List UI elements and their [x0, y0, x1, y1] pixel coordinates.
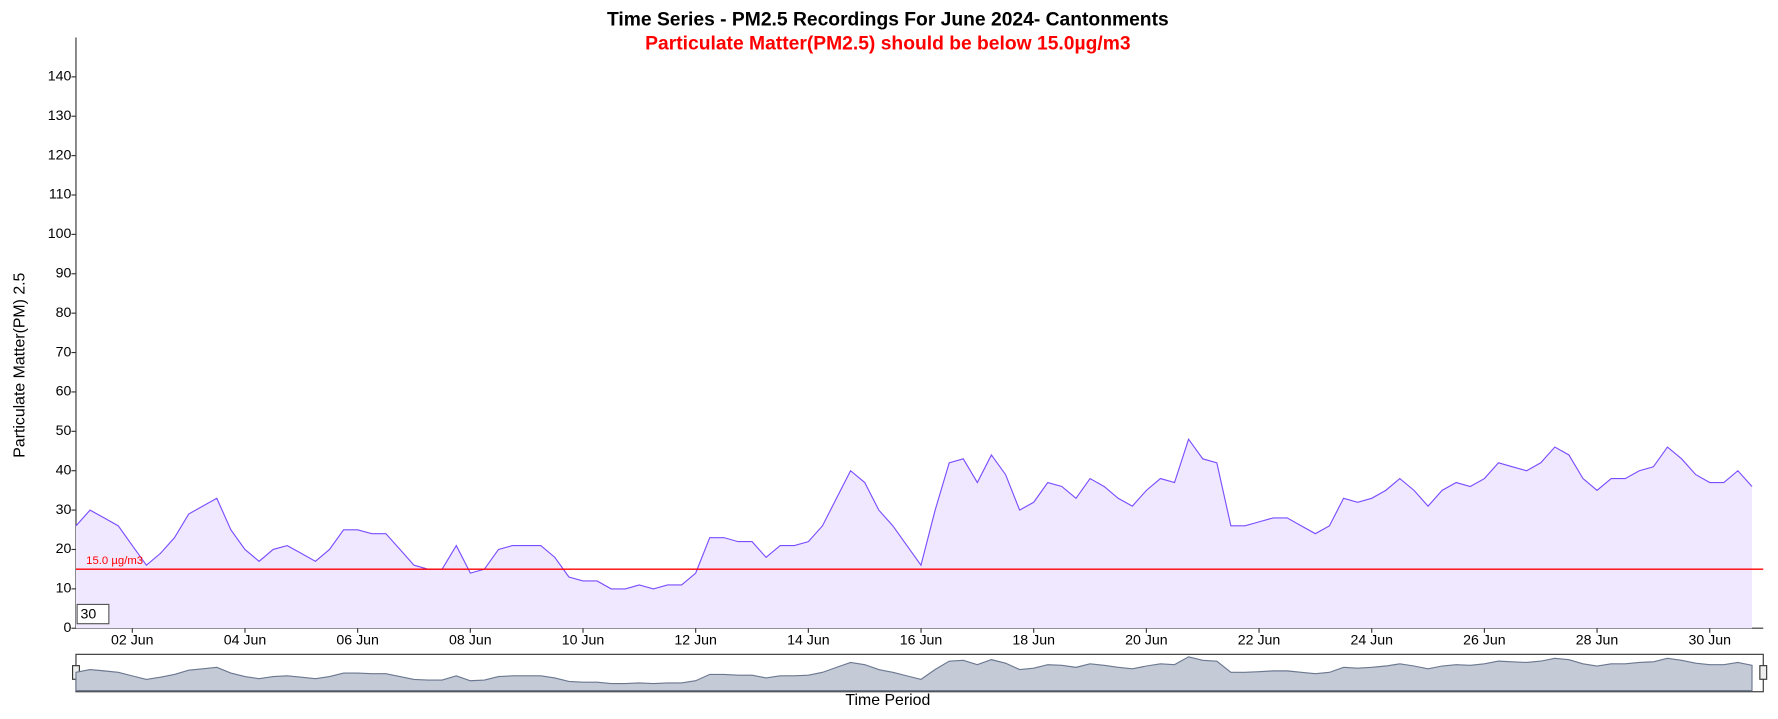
chart-title: Time Series - PM2.5 Recordings For June … [607, 10, 1169, 31]
navigator-handle[interactable] [1759, 665, 1768, 680]
zoom-input-box[interactable] [76, 603, 110, 625]
zoom-input[interactable]: 30 [81, 606, 97, 622]
x-tick-label: 14 Jun [787, 632, 830, 648]
y-tick-label: 80 [56, 305, 72, 321]
x-tick-label: 12 Jun [674, 632, 717, 648]
chart-subtitle: Particulate Matter(PM2.5) should be belo… [645, 33, 1131, 54]
y-axis-label: Particulate Matter(PM) 2.5 [12, 272, 29, 457]
x-tick-label: 08 Jun [449, 632, 492, 648]
y-tick-label: 110 [49, 187, 72, 203]
x-tick-label: 06 Jun [336, 632, 379, 648]
y-tick-label: 140 [48, 69, 72, 85]
y-tick-label: 130 [48, 108, 72, 124]
area-fill [75, 439, 1753, 629]
y-tick-label: 90 [56, 266, 72, 282]
x-tick-label: 10 Jun [562, 632, 605, 648]
x-tick-label: 02 Jun [111, 632, 154, 648]
y-tick-label: 50 [56, 423, 72, 439]
y-tick-label: 100 [48, 226, 72, 242]
y-tick-label: 0 [64, 620, 72, 636]
y-tick-label: 30 [56, 502, 72, 518]
y-tick-label: 40 [56, 462, 72, 478]
line [75, 437, 1753, 590]
x-tick-label: 24 Jun [1350, 632, 1393, 648]
x-tick-label: 22 Jun [1238, 632, 1281, 648]
y-tick-label: 20 [56, 541, 72, 557]
y-tick-label: 70 [56, 344, 72, 360]
plot: 15.0 µg/m3 [75, 437, 1764, 629]
navigator-area [75, 656, 1753, 692]
x-tick-label: 30 Jun [1688, 632, 1731, 648]
y-tick-label: 10 [56, 581, 72, 597]
y-tick-label: 60 [56, 384, 72, 400]
threshold-label: 15.0 µg/m3 [86, 555, 143, 567]
x-tick-label: 20 Jun [1125, 632, 1168, 648]
x-tick-label: 04 Jun [224, 632, 267, 648]
x-axis-label: Time Period [845, 692, 930, 709]
x-tick-label: 16 Jun [900, 632, 943, 648]
x-tick-label: 18 Jun [1012, 632, 1055, 648]
x-tick-label: 28 Jun [1576, 632, 1619, 648]
x-tick-label: 26 Jun [1463, 632, 1506, 648]
y-tick-label: 120 [48, 147, 72, 163]
